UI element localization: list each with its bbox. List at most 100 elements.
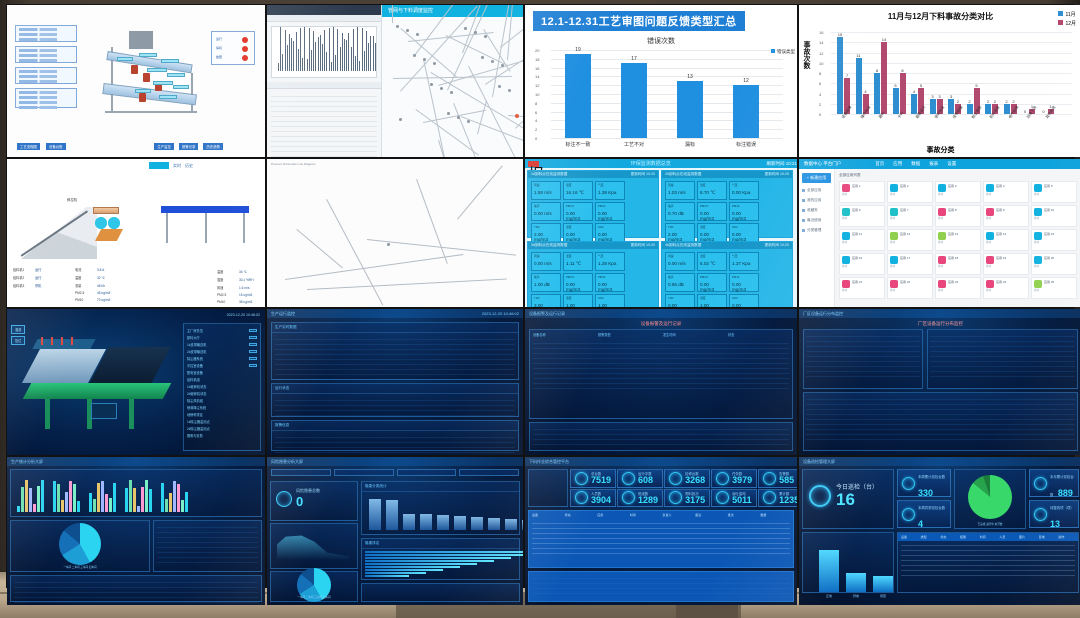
screen-app-portal[interactable]: 数据中心 平台门户 首页 应用 数据 报表 设置 + 新建应用 全部应用 我的应用 收藏夹最… [799, 159, 1080, 307]
facility-panel-c[interactable] [803, 392, 1078, 451]
sensor-tile[interactable]: 湿度 1.00 mg/m3 [563, 294, 593, 307]
app-card[interactable]: 应用 15 模块 [1031, 229, 1077, 251]
data-row[interactable] [533, 435, 789, 440]
twin-list-item[interactable]: 1#除尘器监测点 [187, 418, 257, 425]
twin-list-item[interactable]: 配电室设备 [187, 369, 257, 376]
map-node[interactable] [440, 87, 443, 90]
alarm-footer-panel[interactable] [529, 422, 793, 451]
data-row[interactable] [275, 345, 515, 350]
portal-nav-item-2[interactable]: 数据 [911, 161, 921, 166]
data-row[interactable] [806, 332, 920, 337]
sensor-tile[interactable]: PM10 0.00 mg/m3 [729, 273, 759, 292]
alarm-badge[interactable]: 报警 [528, 160, 544, 208]
kpi-tile-5[interactable]: 人员数 3904 [570, 488, 617, 507]
insp-main-kpi[interactable]: 今日巡检（台） 16 [802, 469, 894, 529]
app-card[interactable]: 应用 18 模块 [935, 253, 981, 275]
app-card[interactable]: 应用 11 模块 [839, 229, 885, 251]
data-row[interactable] [806, 372, 920, 377]
sensor-tile[interactable]: 温度 16.16 ℃ [563, 181, 593, 200]
portal-nav[interactable]: 首页 应用 数据 报表 设置 [875, 161, 956, 167]
data-row[interactable] [806, 367, 920, 372]
screen-equipment-mimic[interactable]: 运行 停机 故障 工艺流程图 设备台账 生产监控 报警记录 历史趋势 [7, 5, 265, 157]
data-row[interactable] [533, 349, 789, 354]
data-row[interactable] [806, 400, 1075, 405]
data-row[interactable] [275, 396, 515, 401]
sensor-tile[interactable]: 气压 0.00 Kpa [729, 181, 759, 200]
sensor-tile[interactable]: 风速 0.00 m/s [531, 252, 561, 271]
table-row[interactable] [532, 519, 790, 524]
kpi-tile-7[interactable]: 物料批次 3175 [664, 488, 711, 507]
risk-foot-panel[interactable] [361, 583, 520, 602]
table-row[interactable] [901, 556, 1075, 561]
sensor-tile[interactable]: 风速 0.00 m/s [665, 252, 695, 271]
toggle-switch[interactable] [249, 335, 257, 340]
data-row[interactable] [14, 578, 258, 583]
data-row[interactable] [930, 372, 1075, 377]
portal-nav-item-3[interactable]: 报表 [929, 161, 939, 166]
sensor-tile[interactable]: TSP 0.00 mg/m3 [665, 294, 695, 307]
filter-select-0[interactable] [271, 469, 331, 476]
app-card[interactable]: 应用 22 模块 [887, 277, 933, 299]
data-row[interactable] [806, 410, 1075, 415]
map-node[interactable] [430, 83, 433, 86]
footer-link-process[interactable]: 工艺流程图 [17, 143, 40, 150]
data-row[interactable] [806, 420, 1075, 425]
data-row[interactable] [275, 355, 515, 360]
map-node[interactable] [447, 112, 450, 115]
table-row[interactable] [271, 112, 377, 117]
app-card[interactable]: 应用 2 模块 [887, 181, 933, 203]
data-row[interactable] [806, 362, 920, 367]
data-row[interactable] [157, 553, 258, 558]
app-card[interactable]: 应用 4 模块 [983, 181, 1029, 203]
app-card[interactable]: 应用 12 模块 [887, 229, 933, 251]
sensor-tile[interactable]: 气压 1.28 Kpa [595, 252, 625, 271]
insp-kpi-pending[interactable]: 待整改项（项） 13 [1029, 500, 1079, 529]
risk-kpi-panel[interactable]: 风险隐患总数 0 [270, 481, 358, 521]
table-row[interactable] [271, 117, 377, 122]
risk-bar-panel[interactable]: 隐患分类统计 [361, 481, 523, 535]
data-row[interactable] [275, 365, 515, 370]
data-row[interactable] [533, 344, 789, 349]
twin-list-item[interactable]: 中控室设备 [187, 362, 257, 369]
app-card[interactable]: 应用 9 模块 [983, 205, 1029, 227]
sensor-tile[interactable]: 温度 1.11 ℃ [563, 252, 593, 271]
sensor-tile[interactable]: SO2 0.00 mg/m3 [595, 223, 625, 242]
map-node[interactable] [416, 33, 419, 36]
table-row[interactable] [901, 541, 1075, 546]
data-row[interactable] [275, 370, 515, 375]
equipment-3d-model[interactable] [95, 27, 213, 127]
prod-panel-status[interactable]: 运行状态 [271, 383, 519, 421]
kpi-tile-6[interactable]: 班组数 1289 [617, 488, 664, 507]
sensor-tile[interactable]: SO2 1.00 mg/m3 [595, 294, 625, 307]
data-row[interactable] [275, 360, 515, 365]
schematic-node[interactable] [387, 243, 390, 246]
kpi-table2-panel[interactable] [528, 571, 794, 602]
sensor-tile[interactable]: PM10 0.00 mg/m3 [595, 202, 625, 221]
twin-list-item[interactable]: 2#除尘器监测点 [187, 425, 257, 432]
map-node[interactable] [396, 25, 399, 28]
data-row[interactable] [157, 523, 258, 528]
data-row[interactable] [533, 425, 789, 430]
sensor-tile[interactable]: 湿度 0.00 mg/m3 [563, 223, 593, 242]
twin-list-item[interactable]: 1#破碎机状态 [187, 383, 257, 390]
table-row[interactable] [271, 127, 377, 132]
kpi-side-panel[interactable] [528, 469, 568, 507]
data-row[interactable] [275, 438, 515, 443]
data-row[interactable] [533, 440, 789, 445]
map-node[interactable] [491, 60, 494, 63]
table-row[interactable] [271, 137, 377, 142]
portal-side-item-4[interactable]: 分类管理 [802, 228, 831, 233]
sensor-group[interactable]: 3#卸料点在线监测数据 更新时间 10:20 风速 0.00 m/s 温度 1.11 ℃ 气… [527, 241, 659, 307]
app-card[interactable]: 应用 24 模块 [983, 277, 1029, 299]
portal-nav-item-4[interactable]: 设置 [947, 161, 957, 166]
app-card[interactable]: 应用 10 模块 [1031, 205, 1077, 227]
prod-panel-realtime[interactable]: 生产实时数据 [271, 322, 519, 380]
screen-risk-analysis[interactable]: 风险隐患分析大屏 风险隐患总数 0 隐患分类统计 [267, 457, 523, 605]
data-row[interactable] [275, 401, 515, 406]
sensor-tile[interactable]: 湿度 0.00 mg/m3 [697, 223, 727, 242]
sensor-tile[interactable]: TSP 2.00 mg/m3 [531, 223, 561, 242]
table-row[interactable] [901, 561, 1075, 566]
toggle-switch[interactable] [249, 363, 257, 368]
table-row[interactable] [271, 132, 377, 137]
